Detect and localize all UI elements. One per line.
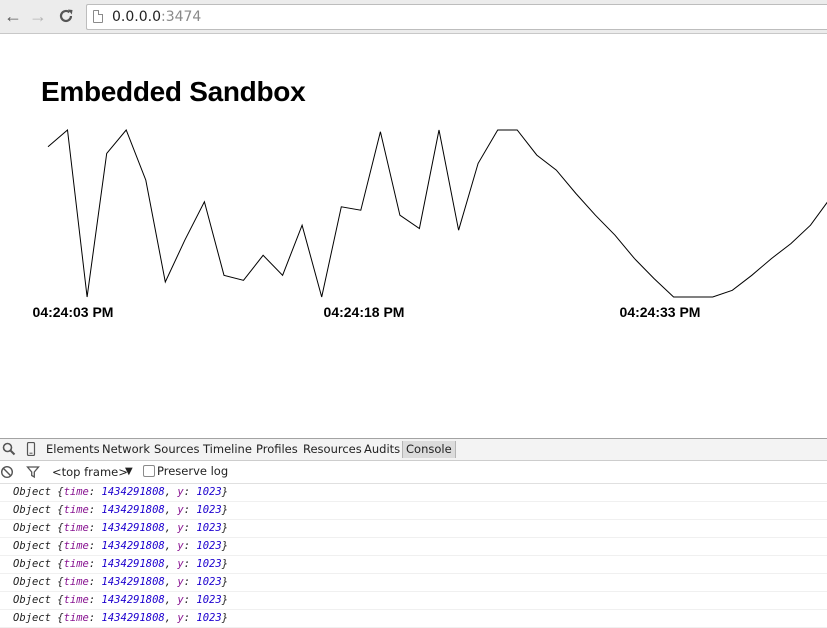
forward-arrow-icon[interactable]: → (29, 6, 47, 26)
console-line[interactable]: Object {time: 1434291808, y: 1023} (0, 592, 827, 610)
console-line[interactable]: Object {time: 1434291808, y: 1023} (0, 574, 827, 592)
console-line[interactable]: Object {time: 1434291808, y: 1023} (0, 556, 827, 574)
console-line[interactable]: Object {time: 1434291808, y: 1023} (0, 502, 827, 520)
devtools-panel: Elements Network Sources Timeline Profil… (0, 438, 827, 628)
console-line[interactable]: Object {time: 1434291808, y: 1023} (0, 484, 827, 502)
tab-timeline[interactable]: Timeline (203, 442, 252, 456)
console-line[interactable]: Object {time: 1434291808, y: 1023} (0, 538, 827, 556)
console-toolbar: <top frame> ▼ Preserve log (0, 461, 827, 484)
filter-icon[interactable] (26, 465, 40, 479)
frame-select[interactable]: <top frame> (52, 465, 128, 479)
page-title: Embedded Sandbox (41, 76, 306, 107)
page-icon (93, 10, 103, 23)
search-icon[interactable] (2, 442, 16, 456)
console-log: Object {time: 1434291808, y: 1023} Object… (0, 484, 827, 628)
browser-toolbar: ← → 0.0.0.0:3474 (0, 0, 827, 34)
x-tick-label: 04:24:33 PM (620, 304, 701, 320)
url-text: 0.0.0.0:3474 (112, 9, 202, 25)
console-line[interactable]: Object {time: 1434291808, y: 1023} (0, 520, 827, 538)
tab-sources[interactable]: Sources (154, 442, 200, 456)
tab-audits[interactable]: Audits (364, 442, 401, 456)
address-bar[interactable]: 0.0.0.0:3474 (86, 4, 827, 30)
x-tick-label: 04:24:03 PM (33, 304, 114, 320)
line-chart: 04:24:03 PM 04:24:18 PM 04:24:33 PM (33, 129, 827, 320)
clear-console-icon[interactable] (0, 465, 14, 479)
preserve-log-label: Preserve log (157, 464, 229, 478)
tab-network[interactable]: Network (102, 442, 151, 456)
tab-resources[interactable]: Resources (303, 442, 362, 456)
reload-icon[interactable] (56, 6, 76, 26)
back-arrow-icon[interactable]: ← (4, 6, 22, 26)
devtools-tab-bar: Elements Network Sources Timeline Profil… (0, 439, 827, 461)
tab-profiles[interactable]: Profiles (256, 442, 298, 456)
preserve-log-checkbox[interactable] (143, 465, 155, 477)
device-mode-icon[interactable] (24, 441, 38, 457)
tab-elements[interactable]: Elements (46, 442, 100, 456)
series-line (47, 129, 827, 298)
chevron-down-icon[interactable]: ▼ (125, 466, 133, 477)
x-tick-label: 04:24:18 PM (324, 304, 405, 320)
console-line[interactable]: Object {time: 1434291808, y: 1023} (0, 610, 827, 628)
tab-console[interactable]: Console (402, 441, 456, 458)
